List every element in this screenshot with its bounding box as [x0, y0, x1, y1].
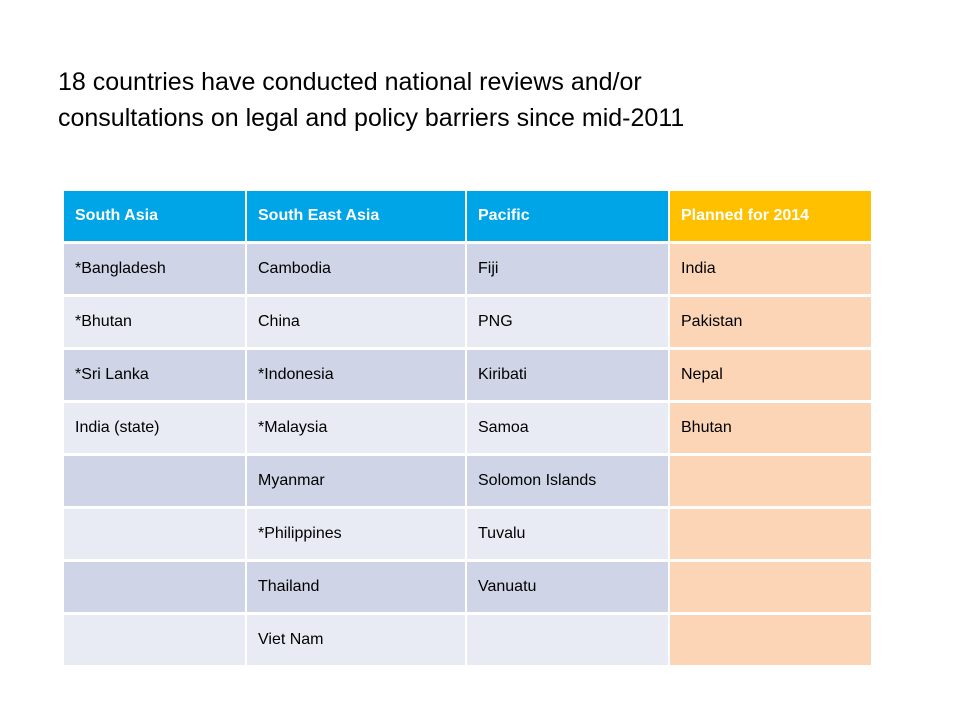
table-row: Thailand Vanuatu — [64, 562, 871, 615]
slide-title-line-1: 18 countries have conducted national rev… — [58, 68, 642, 96]
cell-planned: Nepal — [670, 350, 871, 403]
header-south-east-asia: South East Asia — [247, 191, 467, 244]
header-planned-2014: Planned for 2014 — [670, 191, 871, 244]
cell-planned: India — [670, 244, 871, 297]
cell-south-east-asia: *Philippines — [247, 509, 467, 562]
cell-south-east-asia: Myanmar — [247, 456, 467, 509]
cell-pacific: Vanuatu — [467, 562, 670, 615]
cell-south-asia — [64, 615, 247, 665]
cell-south-asia — [64, 509, 247, 562]
slide-title: 18 countries have conducted national rev… — [58, 64, 878, 136]
cell-planned: Pakistan — [670, 297, 871, 350]
table-row: *Bhutan China PNG Pakistan — [64, 297, 871, 350]
table-row: India (state) *Malaysia Samoa Bhutan — [64, 403, 871, 456]
cell-pacific: Solomon Islands — [467, 456, 670, 509]
cell-south-asia — [64, 456, 247, 509]
country-reviews-table: South Asia South East Asia Pacific Plann… — [64, 191, 871, 665]
cell-south-east-asia: *Malaysia — [247, 403, 467, 456]
cell-south-east-asia: *Indonesia — [247, 350, 467, 403]
table-row: Viet Nam — [64, 615, 871, 665]
cell-south-east-asia: Thailand — [247, 562, 467, 615]
cell-planned — [670, 456, 871, 509]
cell-pacific: Samoa — [467, 403, 670, 456]
header-south-asia: South Asia — [64, 191, 247, 244]
cell-south-asia: *Sri Lanka — [64, 350, 247, 403]
cell-south-asia: *Bhutan — [64, 297, 247, 350]
table-row: *Sri Lanka *Indonesia Kiribati Nepal — [64, 350, 871, 403]
header-pacific: Pacific — [467, 191, 670, 244]
cell-pacific: Tuvalu — [467, 509, 670, 562]
cell-pacific — [467, 615, 670, 665]
cell-south-asia: India (state) — [64, 403, 247, 456]
cell-south-east-asia: Cambodia — [247, 244, 467, 297]
table-row: *Philippines Tuvalu — [64, 509, 871, 562]
cell-pacific: Kiribati — [467, 350, 670, 403]
cell-south-east-asia: China — [247, 297, 467, 350]
slide-title-line-2: consultations on legal and policy barrie… — [58, 104, 685, 132]
cell-planned — [670, 562, 871, 615]
cell-planned: Bhutan — [670, 403, 871, 456]
table-row: *Bangladesh Cambodia Fiji India — [64, 244, 871, 297]
cell-pacific: Fiji — [467, 244, 670, 297]
cell-planned — [670, 615, 871, 665]
table-row: Myanmar Solomon Islands — [64, 456, 871, 509]
table-header-row: South Asia South East Asia Pacific Plann… — [64, 191, 871, 244]
cell-south-asia — [64, 562, 247, 615]
cell-planned — [670, 509, 871, 562]
cell-south-asia: *Bangladesh — [64, 244, 247, 297]
cell-south-east-asia: Viet Nam — [247, 615, 467, 665]
cell-pacific: PNG — [467, 297, 670, 350]
